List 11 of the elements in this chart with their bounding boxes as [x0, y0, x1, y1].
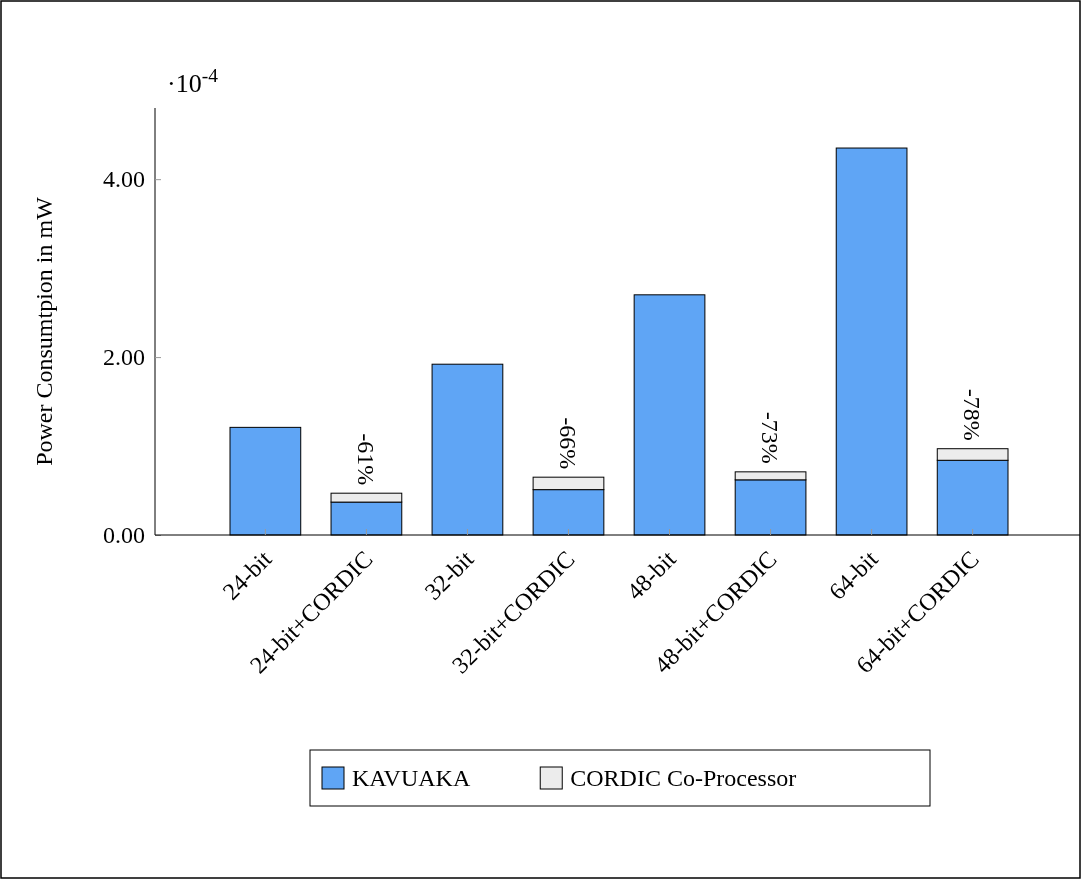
annotation: -61%	[353, 433, 379, 486]
y-tick-label: 4.00	[103, 166, 145, 193]
text: ·10$^{-4}$	[167, 64, 219, 98]
annotation: -73%	[757, 411, 784, 464]
annotation: -66%	[555, 417, 582, 470]
legend-label: CORDIC Co-Processor	[570, 765, 797, 791]
y-tick-label: 2.00	[103, 344, 145, 371]
y-tick-label: 0.00	[103, 522, 145, 549]
legend-label: KAVUAKA	[352, 765, 471, 791]
annotation: -78%	[959, 388, 986, 441]
y-axis-title: Power Consumtpion in mW	[31, 196, 57, 466]
